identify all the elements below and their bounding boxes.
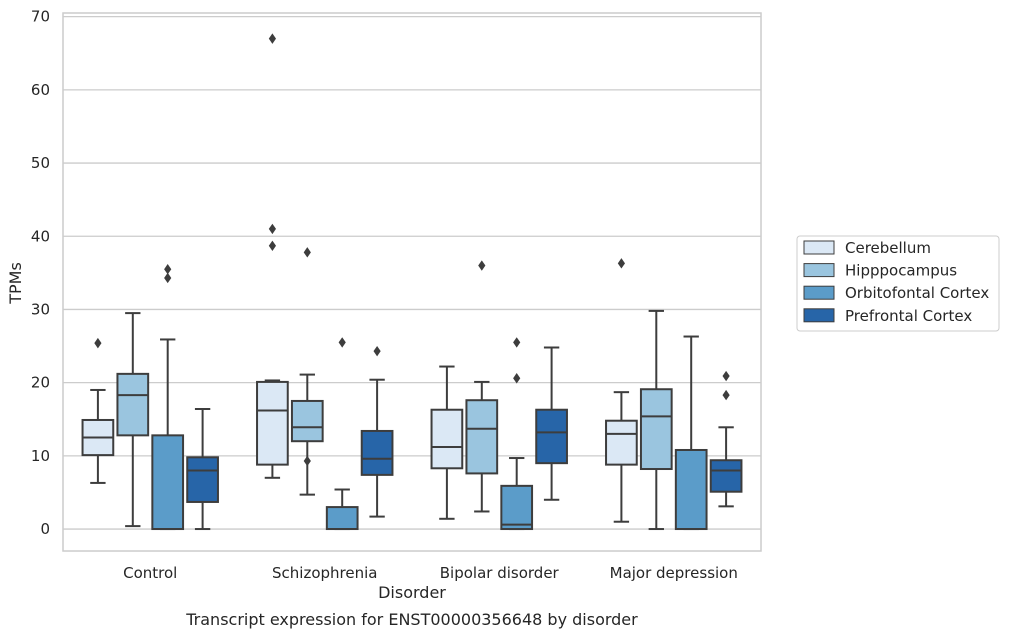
- y-tick-label: 0: [40, 520, 50, 538]
- outlier-point: [617, 258, 625, 269]
- box: [151, 434, 185, 531]
- plot-frame: [62, 12, 762, 552]
- y-tick-label: 50: [31, 154, 50, 172]
- box-1-3: [360, 345, 394, 518]
- boxes: [81, 33, 743, 531]
- figure-caption: Transcript expression for ENST0000035664…: [185, 610, 638, 629]
- outlier-point: [268, 223, 276, 235]
- legend: Cerebellum Hipppocampus Orbitofontal Corte…: [796, 235, 1000, 332]
- outlier-point: [513, 337, 521, 348]
- outlier-point: [722, 389, 730, 401]
- box: [116, 372, 150, 437]
- y-tick-labels: 0 10 20 30 40 50 60 70: [31, 8, 50, 538]
- outlier-point: [513, 373, 521, 384]
- box: [500, 484, 534, 531]
- legend-swatch: [803, 308, 835, 323]
- outlier-point: [303, 247, 311, 258]
- legend-label: Cerebellum: [845, 239, 931, 257]
- box-0-3: [186, 407, 219, 531]
- box: [605, 419, 638, 466]
- box-0-1: [116, 312, 150, 528]
- legend-swatch: [803, 240, 835, 255]
- box-0-2: [151, 263, 185, 531]
- outlier-point: [268, 240, 276, 251]
- x-tick-label: Bipolar disorder: [440, 564, 560, 582]
- y-tick-label: 70: [31, 8, 50, 26]
- outlier-point: [373, 345, 381, 357]
- box: [639, 388, 673, 471]
- y-axis-label: TPMs: [6, 262, 25, 305]
- box-2-2: [500, 337, 534, 531]
- outlier-point: [164, 263, 172, 275]
- x-tick-label: Schizophrenia: [272, 564, 377, 582]
- box: [465, 399, 499, 475]
- box-2-0: [430, 365, 464, 520]
- box-3-1: [639, 309, 673, 531]
- box: [535, 408, 568, 465]
- box-3-2: [674, 335, 708, 531]
- outlier-point: [164, 272, 172, 284]
- legend-frame: [796, 235, 1000, 332]
- outlier-point: [268, 33, 276, 44]
- box-1-1: [290, 247, 324, 496]
- box-1-2: [325, 337, 359, 531]
- box: [290, 399, 324, 443]
- box-2-1: [465, 260, 499, 513]
- legend-label: Hipppocampus: [845, 262, 957, 280]
- box-3-3: [709, 370, 743, 508]
- box-3-0: [605, 258, 638, 523]
- box: [674, 448, 708, 531]
- box: [256, 380, 289, 466]
- outlier-point: [478, 260, 486, 271]
- box-2-3: [535, 346, 568, 501]
- y-tick-label: 30: [31, 300, 50, 318]
- box: [360, 429, 394, 476]
- legend-swatch: [803, 263, 835, 278]
- y-tick-label: 20: [31, 374, 50, 392]
- legend-label: Prefrontal Cortex: [845, 307, 972, 325]
- outlier-point: [94, 337, 102, 349]
- x-axis-label: Disorder: [378, 583, 446, 602]
- y-tick-label: 40: [31, 227, 50, 245]
- outlier-point: [338, 337, 346, 348]
- x-tick-label: Control: [123, 564, 177, 582]
- box: [186, 456, 219, 503]
- box-0-0: [81, 337, 115, 484]
- outlier-point: [303, 455, 311, 467]
- legend-swatch: [803, 285, 835, 300]
- legend-label: Orbitofontal Cortex: [845, 284, 989, 302]
- box: [430, 408, 464, 470]
- outlier-point: [722, 370, 730, 382]
- x-tick-label: Major depression: [610, 564, 738, 582]
- y-tick-label: 60: [31, 81, 50, 99]
- box: [709, 459, 743, 493]
- y-tick-label: 10: [31, 447, 50, 465]
- box-1-0: [256, 33, 289, 479]
- x-tick-labels: Control Schizophrenia Bipolar disorder Majo…: [123, 564, 738, 582]
- box: [325, 506, 359, 531]
